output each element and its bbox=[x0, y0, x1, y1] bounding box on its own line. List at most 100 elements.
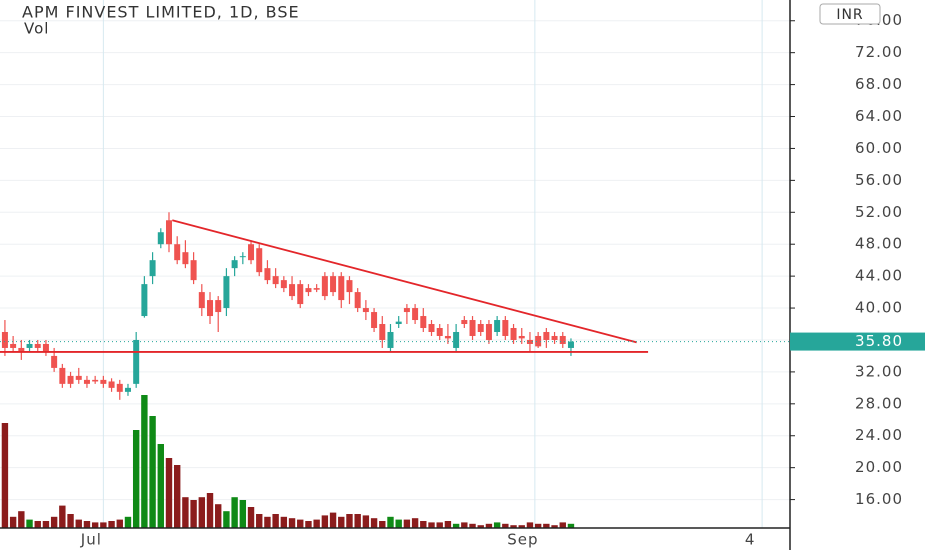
trend-line bbox=[172, 219, 637, 344]
volume-bar bbox=[551, 525, 558, 528]
volume-bar bbox=[436, 522, 443, 528]
candle-body bbox=[18, 347, 25, 352]
y-tick-label: 28.00 bbox=[855, 394, 903, 412]
volume-bar bbox=[452, 523, 460, 528]
last-price-label: 35.80 bbox=[855, 332, 903, 350]
volume-bar bbox=[231, 497, 238, 528]
candle-body bbox=[510, 328, 517, 340]
candle-body bbox=[264, 268, 271, 281]
volume-bar bbox=[67, 514, 74, 528]
candle-body bbox=[453, 331, 460, 348]
volume-bar bbox=[559, 522, 566, 528]
candle-body bbox=[371, 312, 378, 329]
candle-body bbox=[182, 252, 189, 265]
candle-body bbox=[289, 284, 296, 297]
volume-bar bbox=[247, 507, 255, 528]
chart-title: APM FINVEST LIMITED, 1D, BSE bbox=[22, 3, 300, 22]
volume-bar bbox=[305, 521, 312, 528]
volume-bar bbox=[272, 514, 279, 528]
candle-body bbox=[567, 341, 574, 348]
candle-body bbox=[305, 288, 312, 293]
volume-bar bbox=[223, 511, 230, 528]
candle-body bbox=[223, 276, 230, 309]
candle-body bbox=[387, 331, 394, 348]
candle-body bbox=[26, 343, 33, 348]
volume-bar bbox=[387, 516, 394, 528]
volume-bar bbox=[518, 525, 525, 528]
volume-bar bbox=[346, 514, 353, 528]
candle-body bbox=[420, 316, 427, 329]
candle-body bbox=[321, 276, 328, 297]
volume-bar bbox=[395, 519, 402, 528]
grid bbox=[0, 0, 790, 528]
candle-body bbox=[469, 320, 476, 336]
currency-box[interactable] bbox=[819, 3, 881, 25]
volume-bar bbox=[165, 458, 173, 528]
y-tick-label: 24.00 bbox=[855, 426, 903, 444]
volume-bar bbox=[485, 523, 493, 528]
candle-body bbox=[67, 375, 74, 384]
volume-bar bbox=[461, 522, 468, 528]
volume-bar bbox=[42, 521, 50, 528]
volume-bar bbox=[182, 497, 189, 528]
y-tick-label: 68.00 bbox=[855, 75, 903, 93]
candle-body bbox=[100, 379, 107, 384]
drawings bbox=[0, 219, 790, 353]
candle-body bbox=[207, 300, 214, 317]
volume-bar bbox=[50, 516, 58, 528]
candle-body bbox=[92, 379, 99, 382]
candle-body bbox=[379, 324, 386, 340]
candle-body bbox=[395, 321, 402, 325]
volume-bar bbox=[444, 521, 452, 528]
candle-body bbox=[59, 367, 66, 384]
candle-body bbox=[1, 331, 8, 348]
volume-pane bbox=[1, 395, 575, 528]
volume-bar bbox=[256, 514, 263, 528]
candle-body bbox=[198, 292, 205, 309]
volume-bar bbox=[329, 512, 337, 528]
candle-body bbox=[42, 343, 49, 352]
volume-bar bbox=[297, 519, 304, 528]
candle-body bbox=[477, 324, 484, 332]
candle-body bbox=[215, 300, 222, 313]
volume-bar bbox=[173, 465, 181, 528]
volume-bar bbox=[239, 500, 247, 528]
candle-body bbox=[83, 379, 90, 384]
y-tick-label: 44.00 bbox=[855, 267, 903, 285]
volume-bar bbox=[411, 518, 419, 528]
volume-bar bbox=[428, 522, 435, 528]
volume-bar bbox=[91, 522, 99, 528]
y-tick-label: 32.00 bbox=[855, 362, 903, 380]
candle-body bbox=[412, 308, 419, 321]
volume-bar bbox=[75, 519, 82, 528]
currency[interactable]: INR bbox=[836, 7, 863, 23]
candle-body bbox=[535, 335, 542, 347]
x-tick-label: 4 bbox=[745, 531, 756, 549]
candle-body bbox=[108, 381, 115, 388]
y-tick-label: 56.00 bbox=[855, 171, 903, 189]
candle-body bbox=[436, 328, 443, 336]
volume-bar bbox=[116, 519, 123, 528]
volume-bar bbox=[526, 522, 534, 528]
volume-bar bbox=[124, 516, 132, 528]
volume-bar bbox=[288, 518, 296, 528]
volume-bar bbox=[9, 516, 17, 528]
candle-body bbox=[10, 343, 17, 348]
volume-bar bbox=[420, 521, 427, 528]
volume-bar bbox=[543, 523, 550, 528]
volume-bar bbox=[510, 525, 517, 528]
candle-body bbox=[280, 280, 287, 289]
volume-bar bbox=[83, 521, 91, 528]
candle-body bbox=[444, 335, 451, 339]
candle-body bbox=[231, 260, 238, 269]
candle-body bbox=[551, 335, 558, 340]
candle-body bbox=[116, 383, 123, 392]
volume-bar bbox=[26, 519, 33, 528]
candle-body bbox=[75, 375, 82, 380]
x-tick-label: Sep bbox=[507, 531, 538, 549]
candle-body bbox=[330, 276, 337, 293]
volume-bar bbox=[141, 395, 148, 528]
candle-body bbox=[239, 256, 246, 258]
y-tick-label: 72.00 bbox=[855, 43, 903, 61]
